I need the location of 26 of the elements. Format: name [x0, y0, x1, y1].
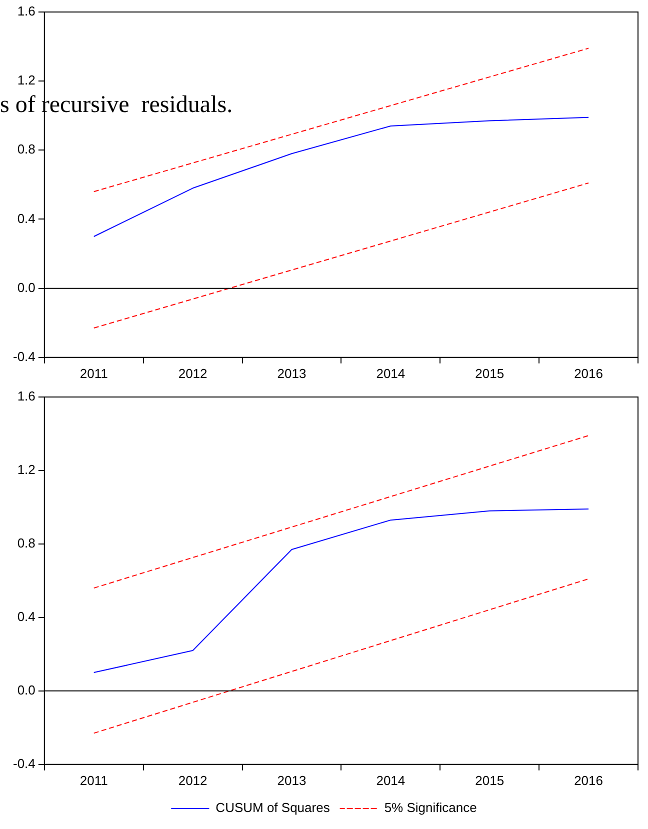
y-tick-label: 0.0 [17, 280, 36, 295]
x-tick-label: 2016 [574, 366, 603, 381]
y-tick-label: 1.6 [17, 4, 36, 19]
x-tick-label: 2012 [178, 772, 208, 788]
x-tick-label: 2013 [277, 366, 306, 381]
y-tick-label: 1.2 [17, 462, 36, 478]
legend-label: CUSUM of Squares [216, 800, 330, 816]
y-tick-label: 0.4 [17, 210, 36, 226]
y-tick-label: 1.6 [17, 388, 36, 404]
x-tick-label: 2013 [277, 772, 306, 788]
y-tick-label: -0.4 [12, 348, 36, 364]
x-tick-label: 2014 [376, 366, 406, 381]
x-tick-label: 2016 [574, 772, 603, 788]
x-tick-label: 2015 [475, 366, 504, 381]
y-tick-label: 0.8 [17, 536, 36, 551]
x-tick-label: 2011 [80, 366, 108, 381]
x-tick-label: 2011 [80, 772, 108, 788]
x-tick-label: 2014 [376, 772, 406, 788]
y-tick-label: 0.8 [17, 142, 36, 157]
x-tick-label: 2015 [475, 772, 504, 788]
x-tick-label: 2012 [178, 366, 208, 381]
y-tick-label: 0.4 [17, 609, 36, 624]
y-tick-label: 0.0 [17, 682, 36, 698]
y-tick-label: -0.4 [12, 756, 36, 771]
y-tick-label: 1.2 [17, 72, 36, 88]
legend-label: 5% Significance [384, 800, 477, 816]
